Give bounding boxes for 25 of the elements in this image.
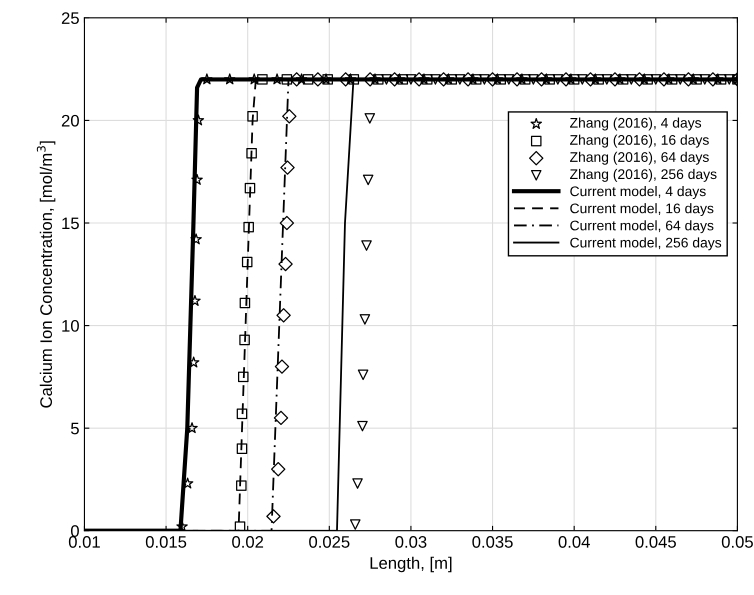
x-tick-label: 0.035 [472,536,513,548]
x-tick-label: 0.025 [309,536,350,548]
legend-label: Current model, 256 days [570,237,722,250]
legend-label: Current model, 16 days [570,203,714,216]
x-tick-label: 0.045 [636,536,676,548]
legend-label: Zhang (2016), 4 days [570,118,702,130]
x-tick-label: 0.03 [395,536,426,548]
y-tick-label: 15 [62,218,79,230]
legend-label: Zhang (2016), 16 days [570,134,709,148]
x-tick-label: 0.01 [68,536,100,548]
x-axis-title: Length, [m] [370,556,452,572]
y-axis-title: Calcium Ion Concentration, [mol/m$^{3}$] [36,141,56,408]
x-tick-label: 0.04 [558,536,590,548]
y-tick-label: 0 [70,525,79,537]
legend-label: Zhang (2016), 256 days [570,168,717,182]
legend-label: Current model, 4 days [570,186,706,199]
y-tick-label: 10 [62,320,79,332]
x-tick-label: 0.02 [232,536,264,548]
y-tick-label: 20 [62,114,79,127]
y-tick-label: 5 [70,422,79,434]
y-tick-label: 25 [62,12,79,24]
x-tick-label: 0.015 [146,536,186,548]
legend-label: Current model, 64 days [570,220,714,234]
x-tick-label: 0.05 [722,536,753,548]
legend-label: Zhang (2016), 64 days [570,152,709,165]
